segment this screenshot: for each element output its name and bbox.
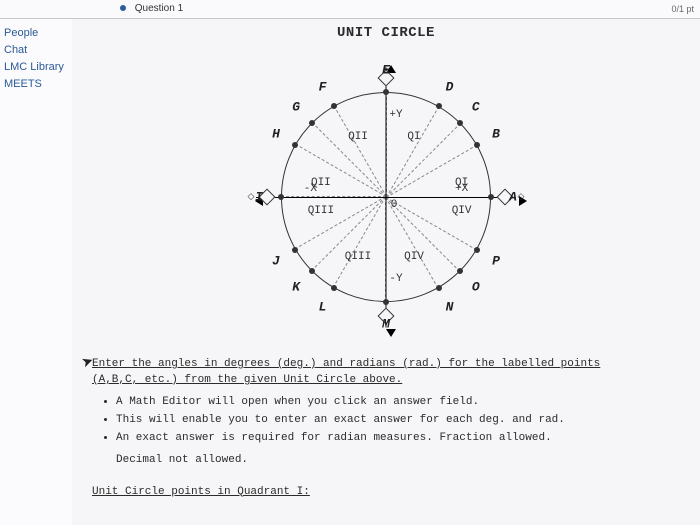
label-pos-y: +Y — [389, 109, 402, 121]
label-J: J — [272, 253, 280, 268]
content: ➤ UNIT CIRCLE 0+X-X+Y-YQIQIIQIIIQIVQIQII… — [72, 19, 700, 525]
sidebar-item-chat[interactable]: Chat — [4, 42, 72, 59]
point-I — [278, 194, 284, 200]
unit-circle-diagram: 0+X-X+Y-YQIQIIQIIIQIVQIQIIQIIIQIVABCDEFG… — [236, 47, 536, 347]
sidebar-item-people[interactable]: People — [4, 25, 72, 42]
qi-3: QIII — [345, 251, 371, 263]
origin-label: 0 — [391, 199, 398, 211]
qo-2: QII — [311, 177, 331, 189]
points-indicator: 0/1 pt — [671, 0, 694, 18]
label-B: B — [492, 126, 500, 141]
topbar: Question 1 0/1 pt — [0, 0, 700, 19]
label-H: H — [272, 126, 280, 141]
point-E — [383, 89, 389, 95]
status-dot — [120, 5, 126, 11]
point-J — [292, 247, 298, 253]
qi-1: QI — [407, 131, 420, 143]
label-P: P — [492, 253, 500, 268]
instructions: Enter the angles in degrees (deg.) and r… — [92, 357, 680, 501]
instr-trail: Decimal not allowed. — [116, 453, 680, 469]
tab-label[interactable]: Question 1 — [135, 3, 183, 14]
qo-4: QIV — [452, 205, 472, 217]
label-I: I — [255, 190, 263, 205]
point-D — [436, 103, 442, 109]
qi-4: QIV — [404, 251, 424, 263]
instr-bullet-3: An exact answer is required for radian m… — [116, 431, 680, 447]
point-F — [331, 103, 337, 109]
instr-bullets: A Math Editor will open when you click a… — [116, 395, 680, 447]
label-D: D — [446, 80, 454, 95]
qo-3: QIII — [308, 205, 334, 217]
point-K — [309, 268, 315, 274]
point-H — [292, 142, 298, 148]
sidebar-item-library[interactable]: LMC Library — [4, 59, 72, 76]
label-L: L — [319, 299, 327, 314]
point-P — [474, 247, 480, 253]
label-G: G — [292, 100, 300, 115]
point-L — [331, 285, 337, 291]
point-M — [383, 299, 389, 305]
label-M: M — [382, 317, 390, 332]
point-G — [309, 120, 315, 126]
instr-line2: (A,B,C, etc.) from the given Unit Circle… — [92, 374, 402, 386]
sidebar-item-meets[interactable]: MEETS — [4, 76, 72, 93]
point-O — [457, 268, 463, 274]
point-B — [474, 142, 480, 148]
sidebar: People Chat LMC Library MEETS — [0, 19, 72, 525]
instr-bullet-1: A Math Editor will open when you click a… — [116, 395, 680, 411]
diagram-title: UNIT CIRCLE — [92, 25, 680, 41]
a-leader: ◇ — [518, 192, 525, 202]
label-neg-y: -Y — [389, 273, 402, 285]
i-leader: ◇ — [248, 192, 255, 202]
qi-2: QII — [348, 131, 368, 143]
label-O: O — [472, 279, 480, 294]
section-heading: Unit Circle points in Quadrant I: — [92, 486, 310, 498]
label-A: A — [509, 190, 517, 205]
label-F: F — [319, 80, 327, 95]
qo-1: QI — [455, 177, 468, 189]
instr-bullet-2: This will enable you to enter an exact a… — [116, 413, 680, 429]
point-N — [436, 285, 442, 291]
point-C — [457, 120, 463, 126]
label-C: C — [472, 100, 480, 115]
axis-y — [386, 68, 387, 328]
label-K: K — [292, 279, 300, 294]
point-A — [488, 194, 494, 200]
label-N: N — [446, 299, 454, 314]
label-E: E — [382, 63, 390, 78]
instr-line1: Enter the angles in degrees (deg.) and r… — [92, 358, 600, 370]
